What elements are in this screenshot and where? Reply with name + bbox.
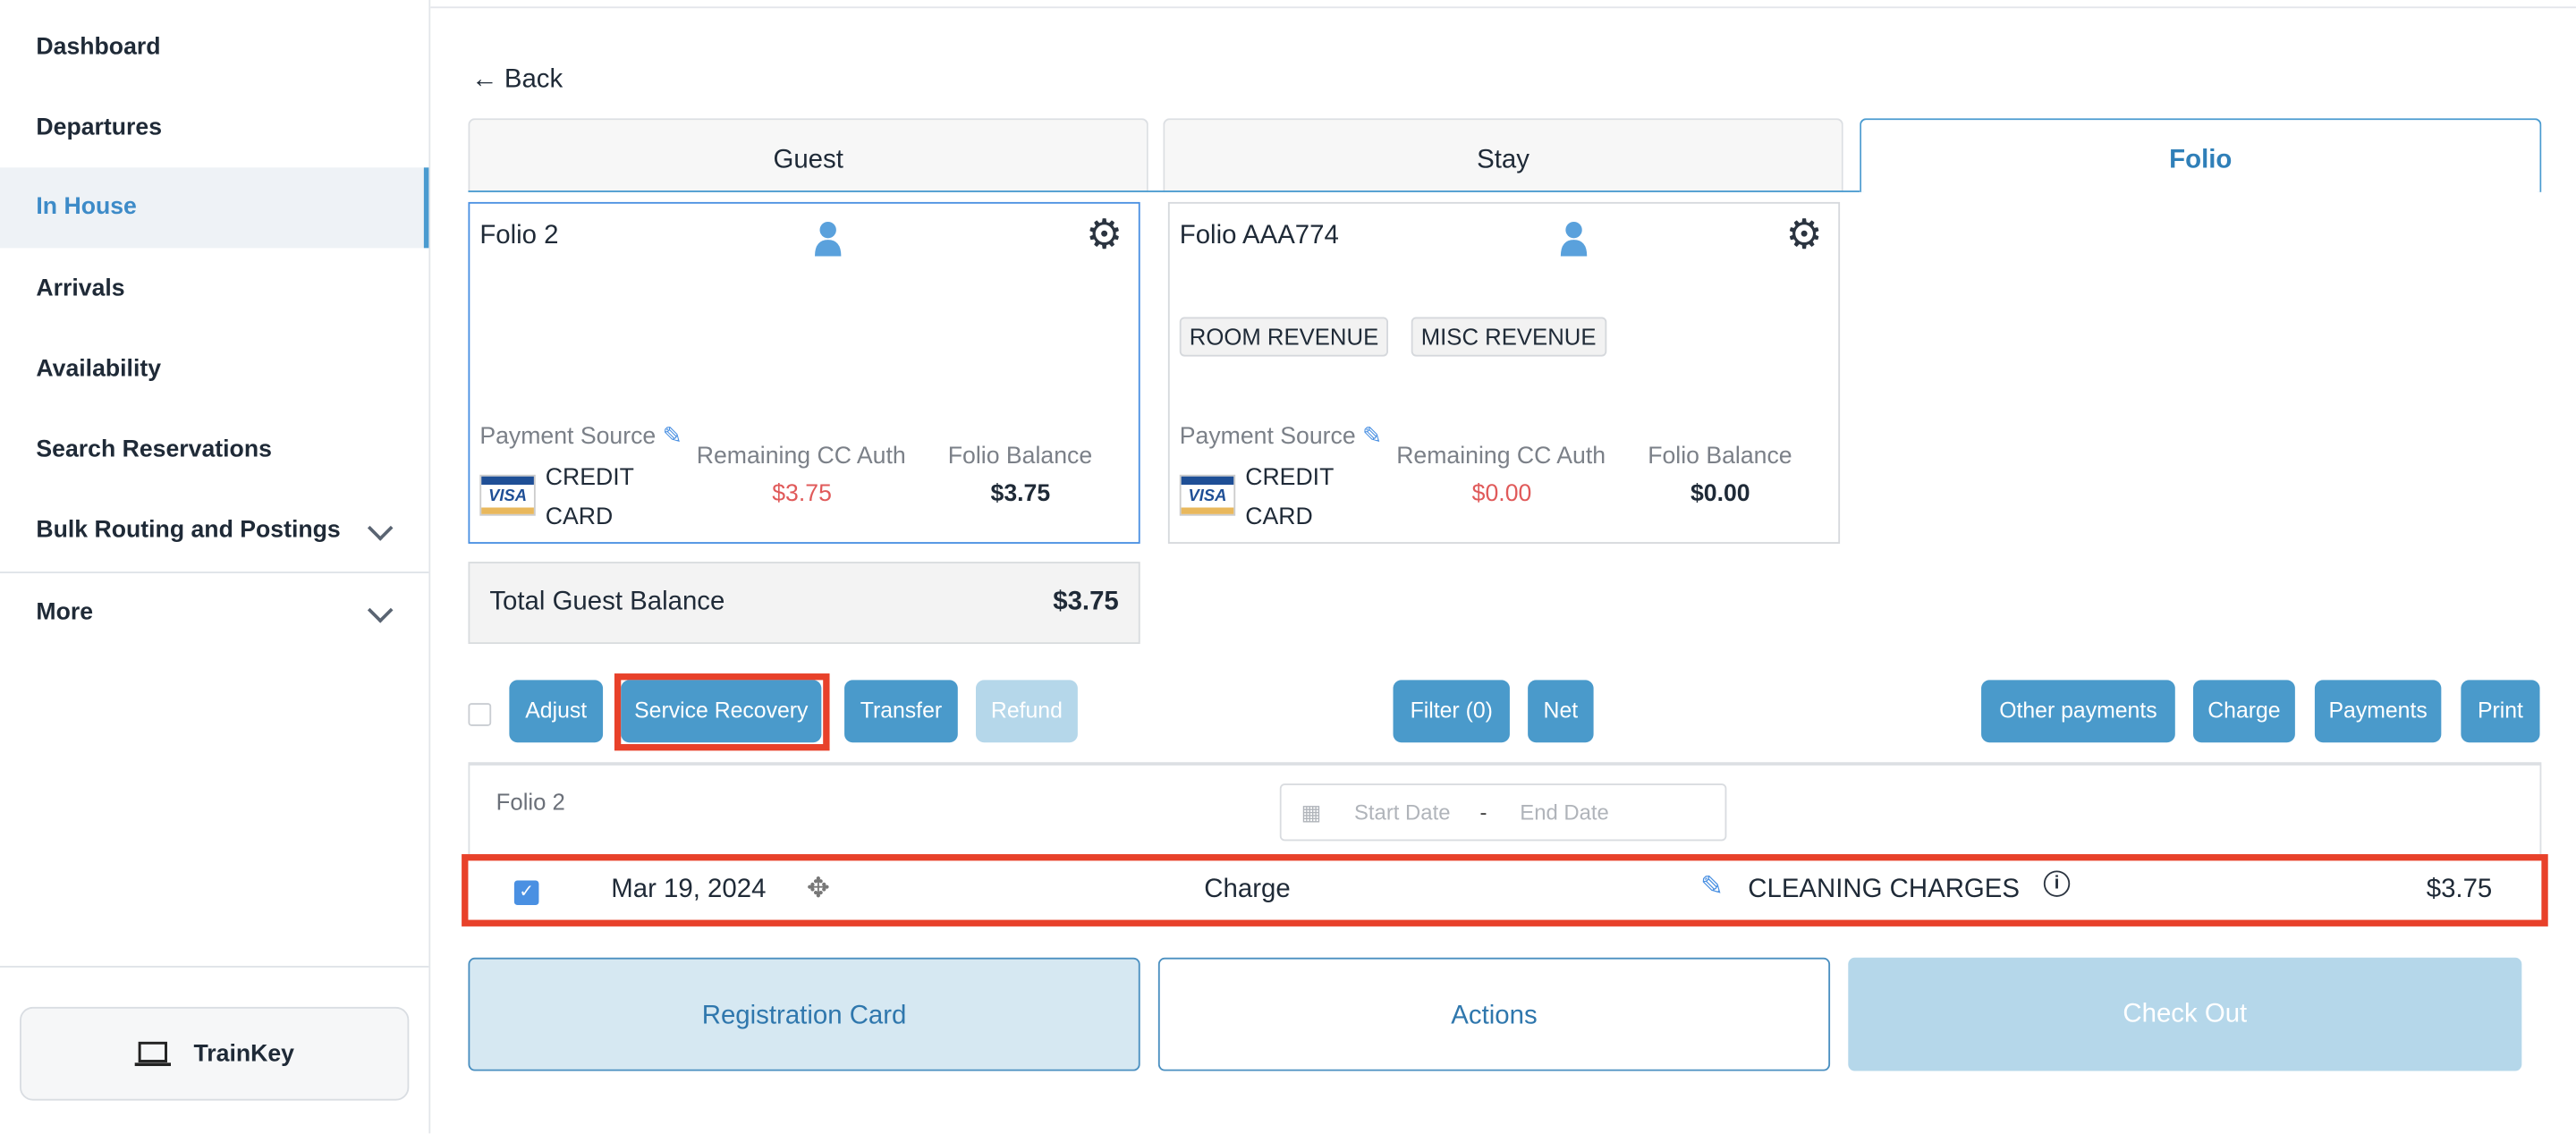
- sidebar-item-label: More: [36, 599, 94, 626]
- transfer-button[interactable]: Transfer: [844, 680, 958, 743]
- gear-icon[interactable]: ⚙: [1785, 211, 1823, 258]
- other-payments-button[interactable]: Other payments: [1981, 680, 2175, 743]
- folio-balance-value: $0.00: [1690, 481, 1750, 508]
- highlight-box: [614, 673, 830, 751]
- end-date-input[interactable]: End Date: [1520, 800, 1609, 825]
- charge-button[interactable]: Charge: [2192, 680, 2295, 743]
- payment-source-label: Payment Source ✎: [479, 423, 682, 451]
- remaining-cc-auth-label: Remaining CC Auth: [1396, 443, 1606, 470]
- ledger-folio-label: Folio 2: [496, 788, 565, 816]
- folio-title: Folio AAA774: [1179, 221, 1339, 250]
- remaining-cc-auth-value: $0.00: [1471, 481, 1532, 508]
- row-checkbox[interactable]: ✓: [513, 880, 539, 906]
- payment-source-label: Payment Source ✎: [1179, 423, 1383, 451]
- folio-balance-label: Folio Balance: [947, 443, 1093, 470]
- folio-tag: ROOM REVENUE: [1179, 317, 1389, 357]
- folio-balance-value: $3.75: [990, 481, 1051, 508]
- row-description: CLEANING CHARGES: [1748, 875, 2020, 904]
- total-value: $3.75: [1053, 588, 1119, 616]
- edit-icon[interactable]: ✎: [662, 423, 682, 451]
- chevron-down-icon: [367, 597, 394, 623]
- person-icon[interactable]: [1559, 220, 1589, 257]
- service-recovery-button[interactable]: Service Recovery: [621, 680, 822, 743]
- print-button[interactable]: Print: [2461, 680, 2540, 743]
- folio-tag: MISC REVENUE: [1411, 317, 1606, 357]
- gear-icon[interactable]: ⚙: [1086, 211, 1123, 258]
- remaining-cc-auth-label: Remaining CC Auth: [696, 443, 906, 470]
- folio-title: Folio 2: [479, 221, 559, 250]
- check-out-button[interactable]: Check Out: [1848, 957, 2522, 1071]
- trainkey-button[interactable]: TrainKey: [20, 1006, 410, 1101]
- visa-card-icon: VISA: [479, 474, 536, 516]
- back-link[interactable]: ← Back: [471, 65, 563, 95]
- total-label: Total Guest Balance: [489, 588, 725, 616]
- folio-balance-label: Folio Balance: [1648, 443, 1792, 470]
- person-icon[interactable]: [813, 220, 843, 257]
- actions-button[interactable]: Actions: [1157, 957, 1831, 1071]
- start-date-input[interactable]: Start Date: [1353, 800, 1451, 825]
- calendar-icon: ▦: [1301, 799, 1322, 825]
- row-date: Mar 19, 2024: [611, 875, 767, 904]
- chevron-down-icon: [367, 515, 394, 541]
- row-type: Charge: [1204, 875, 1291, 904]
- refund-button[interactable]: Refund: [975, 680, 1078, 743]
- sidebar-item-availability[interactable]: Availability: [36, 356, 162, 383]
- total-guest-balance: Total Guest Balance $3.75: [468, 562, 1140, 644]
- filter-button[interactable]: Filter (0): [1393, 680, 1510, 743]
- edit-icon[interactable]: ✎: [1699, 870, 1724, 902]
- sidebar-item-departures[interactable]: Departures: [36, 114, 163, 141]
- registration-card-button[interactable]: Registration Card: [468, 957, 1140, 1071]
- ledger-row[interactable]: ✓ Mar 19, 2024 ✥ Charge ✎ CLEANING CHARG…: [462, 854, 2548, 927]
- trainkey-label: TrainKey: [193, 1040, 294, 1067]
- sidebar-item-search-reservations[interactable]: Search Reservations: [36, 436, 272, 463]
- visa-card-icon: VISA: [1179, 474, 1236, 516]
- arrow-left-icon: ←: [471, 65, 498, 94]
- folio-card[interactable]: Folio AAA774 ⚙ ROOM REVENUE MISC REVENUE…: [1167, 201, 1841, 544]
- sidebar-item-dashboard[interactable]: Dashboard: [36, 34, 161, 61]
- info-icon[interactable]: i: [2043, 870, 2071, 897]
- payment-method: CREDIT CARD: [1245, 464, 1335, 531]
- adjust-button[interactable]: Adjust: [509, 680, 604, 743]
- remaining-cc-auth-value: $3.75: [772, 481, 832, 508]
- laptop-icon: [134, 1040, 171, 1067]
- sidebar-item-more[interactable]: More: [0, 573, 428, 654]
- sidebar-item-bulk-routing[interactable]: Bulk Routing and Postings: [0, 491, 428, 571]
- row-amount: $3.75: [2426, 875, 2493, 904]
- select-all-checkbox[interactable]: [468, 703, 492, 726]
- folio-card[interactable]: Folio 2 ⚙ Payment Source ✎ VISA CREDIT CA…: [468, 201, 1140, 544]
- date-range-input[interactable]: ▦ Start Date - End Date: [1279, 783, 1727, 842]
- tab-folio[interactable]: Folio: [1860, 118, 2542, 192]
- move-icon[interactable]: ✥: [806, 872, 830, 904]
- back-label: Back: [504, 65, 564, 94]
- date-separator: -: [1479, 800, 1487, 825]
- tab-guest[interactable]: Guest: [468, 118, 1148, 192]
- sidebar-item-arrivals[interactable]: Arrivals: [36, 275, 125, 302]
- sidebar-item-label: Bulk Routing and Postings: [36, 517, 341, 544]
- net-button[interactable]: Net: [1528, 680, 1594, 743]
- payment-method: CREDIT CARD: [545, 464, 634, 531]
- tab-stay[interactable]: Stay: [1163, 118, 1843, 192]
- payments-button[interactable]: Payments: [2314, 680, 2442, 743]
- sidebar-item-in-house[interactable]: In House: [0, 167, 429, 249]
- sidebar: Dashboard Departures In House Arrivals A…: [0, 0, 431, 1134]
- edit-icon[interactable]: ✎: [1362, 423, 1383, 451]
